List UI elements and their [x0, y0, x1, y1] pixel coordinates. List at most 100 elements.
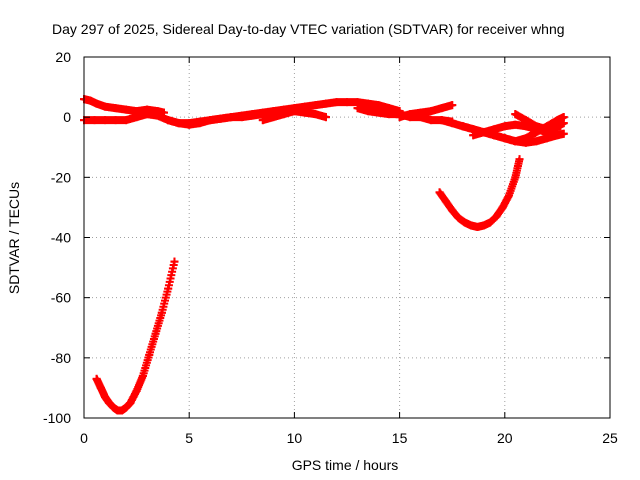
- data-point: [374, 108, 383, 117]
- data-point: [364, 107, 373, 116]
- data-point: [458, 122, 467, 131]
- x-tick-label: 10: [287, 430, 303, 446]
- data-point: [441, 197, 450, 206]
- data-point: [532, 137, 541, 146]
- data-point: [92, 99, 101, 108]
- data-point: [111, 104, 120, 113]
- data-point: [492, 212, 501, 221]
- y-axis-ticks: -100 -80 -60 -40 -20 0 20: [43, 49, 610, 426]
- y-tick-label: -100: [43, 410, 71, 426]
- series-track-e: [258, 107, 330, 125]
- data-point: [353, 104, 362, 113]
- y-tick-label: -60: [51, 290, 71, 306]
- y-tick-label: -40: [51, 230, 71, 246]
- data-point: [469, 131, 478, 140]
- data-point: [332, 98, 341, 107]
- data-point: [448, 206, 457, 215]
- y-axis-title: SDTVAR / TECUs: [6, 182, 22, 294]
- data-point: [515, 155, 524, 164]
- data-point: [532, 122, 541, 131]
- data-point: [290, 107, 299, 116]
- data-point: [122, 105, 131, 114]
- data-point-markers: [435, 155, 524, 231]
- data-point: [553, 122, 562, 131]
- data-point: [143, 110, 152, 119]
- data-point: [542, 125, 551, 134]
- series-track-k: [511, 110, 568, 134]
- data-point: [467, 221, 476, 230]
- data-point: [511, 173, 520, 182]
- data-point: [343, 98, 351, 107]
- data-point: [258, 116, 267, 125]
- data-point: [511, 137, 520, 146]
- data-point: [126, 398, 135, 407]
- data-point: [448, 119, 457, 128]
- x-tick-label: 25: [602, 430, 618, 446]
- data-point: [122, 403, 131, 412]
- data-point: [505, 191, 514, 200]
- data-point: [511, 110, 520, 119]
- x-tick-label: 20: [497, 430, 513, 446]
- series-track-l: [435, 155, 524, 231]
- data-point: [145, 350, 154, 359]
- data-point: [216, 114, 225, 123]
- data-point: [521, 134, 530, 143]
- data-point: [86, 96, 95, 105]
- data-point: [406, 110, 415, 119]
- data-point: [460, 218, 469, 227]
- data-point: [395, 113, 404, 122]
- data-point: [559, 129, 568, 138]
- data-point: [437, 104, 446, 113]
- data-point: [151, 329, 160, 338]
- data-point: [258, 108, 267, 117]
- data-point: [364, 99, 373, 108]
- y-tick-label: 20: [55, 49, 71, 65]
- data-point: [185, 119, 194, 128]
- data-point: [486, 218, 495, 227]
- data-point: [174, 119, 183, 128]
- data-point: [321, 113, 330, 122]
- data-point: [90, 116, 99, 125]
- data-point: [427, 116, 436, 125]
- data-point: [448, 101, 457, 110]
- data-series: [80, 95, 568, 415]
- data-point: [109, 403, 118, 412]
- data-point: [117, 406, 126, 415]
- data-point: [153, 111, 162, 120]
- series-track-g: [395, 101, 457, 122]
- data-point: [132, 386, 141, 395]
- x-tick-label: 5: [185, 430, 193, 446]
- data-point: [454, 213, 463, 222]
- data-point: [122, 116, 131, 125]
- data-point: [500, 134, 509, 143]
- data-point: [374, 101, 383, 110]
- data-point: [427, 107, 436, 116]
- data-point: [101, 392, 110, 401]
- data-point: [206, 116, 215, 125]
- data-point: [479, 221, 488, 230]
- data-point: [490, 125, 499, 134]
- data-point: [473, 222, 482, 231]
- data-point: [164, 116, 173, 125]
- data-point: [559, 119, 568, 128]
- data-point: [111, 116, 120, 125]
- x-axis-title: GPS time / hours: [292, 457, 399, 473]
- data-point: [157, 308, 166, 317]
- data-point: [96, 383, 105, 392]
- data-point: [300, 108, 309, 117]
- data-point: [170, 257, 179, 266]
- series-track-c: [92, 257, 179, 415]
- y-tick-label: -80: [51, 350, 71, 366]
- data-point: [138, 371, 147, 380]
- data-point: [479, 128, 488, 137]
- data-point: [311, 101, 320, 110]
- data-point: [92, 374, 101, 383]
- y-tick-label: 0: [63, 109, 71, 125]
- data-point: [132, 113, 141, 122]
- data-point: [521, 116, 530, 125]
- data-point: [101, 116, 110, 125]
- data-point: [311, 110, 320, 119]
- y-tick-label: -20: [51, 169, 71, 185]
- data-point: [321, 99, 330, 108]
